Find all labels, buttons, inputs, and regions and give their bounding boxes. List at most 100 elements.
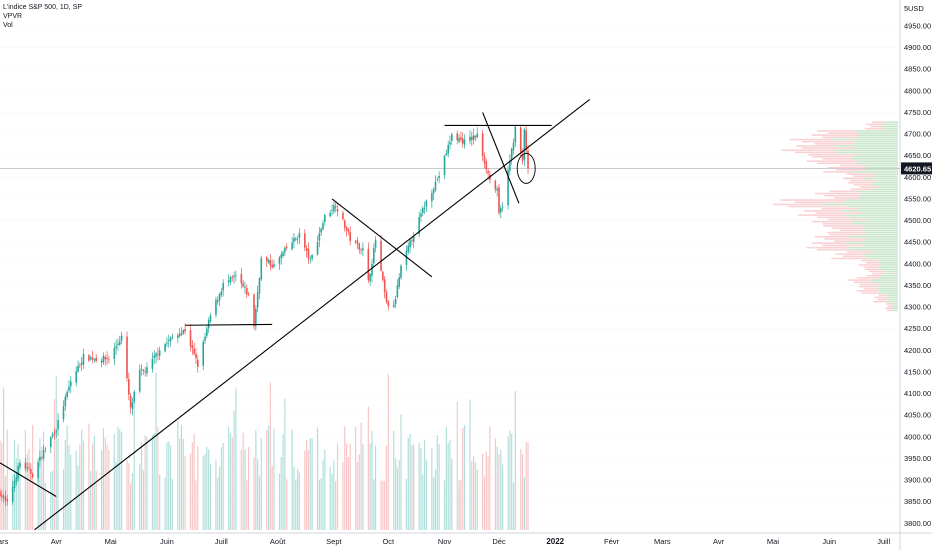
vpvr-bar-down [853, 184, 872, 186]
vpvr-bar-up [855, 130, 898, 132]
candle-body [191, 345, 194, 349]
vpvr-bar-down [824, 238, 865, 240]
vpvr-bar-down [864, 127, 884, 130]
volume-bar [131, 472, 134, 530]
candle-body [207, 320, 210, 329]
x-tick-label: Juin [160, 537, 174, 546]
candle-body [380, 240, 382, 271]
vpvr-bar-up [871, 279, 898, 281]
candle-body [215, 300, 217, 315]
volume-bar [445, 426, 447, 530]
vpvr-bar-up [836, 149, 898, 152]
volume-bar [229, 432, 232, 530]
vpvr-bar-down [846, 173, 875, 175]
vpvr-bar-up [874, 173, 898, 175]
candle-body [438, 175, 440, 179]
volume-bar [202, 456, 204, 530]
vpvr-bar-down [850, 188, 874, 191]
volume-bar [418, 443, 420, 530]
legend-vol[interactable]: Vol [3, 22, 13, 29]
last-price-badge [901, 162, 932, 175]
candle-body [423, 207, 426, 209]
x-tick-label: Mai [767, 537, 779, 546]
volume-bar [235, 388, 237, 530]
vpvr-bar-down [823, 171, 853, 173]
y-tick-label: 4450.00 [904, 238, 931, 247]
volume-bar [451, 459, 453, 530]
volume-bar [113, 433, 115, 530]
vpvr-bar-up [845, 214, 898, 216]
candle-body [100, 360, 103, 363]
volume-bar [75, 450, 77, 530]
candle-body [77, 365, 79, 372]
volume-bar [311, 438, 313, 530]
vpvr-bar-down [811, 242, 846, 245]
candle-body [267, 260, 270, 263]
candle-body [235, 275, 237, 277]
vpvr-bar-up [876, 179, 898, 182]
volume-bar [26, 453, 28, 530]
y-tick-label: 4950.00 [904, 21, 931, 30]
volume-bar [44, 482, 46, 530]
candle-body [425, 200, 428, 207]
candle-body [138, 370, 141, 392]
volume-bar [433, 477, 435, 530]
vpvr-bar-up [835, 151, 898, 154]
candle-body [209, 315, 212, 322]
candle-body [166, 342, 168, 344]
legend-symbol[interactable]: L'indice S&P 500, 1D, SP [3, 4, 83, 11]
candle-body [284, 247, 286, 253]
candle-body [102, 355, 105, 363]
candle-body [367, 248, 370, 280]
vpvr-bar-up [858, 194, 898, 197]
vpvr-bar-down [814, 143, 854, 145]
vpvr-bar-down [863, 287, 878, 290]
time-axis[interactable]: Mars Avr Mai Juin Juill Août Sept Oct Nov Déc 2022… [0, 537, 890, 546]
vpvr-bar-up [879, 290, 898, 292]
trendlines [0, 99, 591, 531]
vpvr-bar-up [862, 164, 898, 167]
last-price-label: 4620.65 [904, 164, 931, 173]
volume-bar [420, 448, 422, 530]
legend-vpvr[interactable]: VPVR [3, 13, 23, 20]
candle-body [118, 341, 121, 345]
vpvr-bar-down [803, 210, 841, 212]
volume-bar [208, 449, 210, 530]
candle-body [358, 243, 361, 250]
candle-body [95, 357, 97, 362]
volume-bar [102, 428, 105, 530]
vpvr-bar-up [890, 307, 898, 309]
vpvr-bar-up [878, 292, 898, 294]
vpvr-bar-down [840, 164, 863, 167]
candle-body [167, 340, 170, 342]
candle-body [42, 450, 45, 459]
candle-body [126, 336, 128, 379]
vpvr-bar-up [874, 175, 898, 178]
volume-bar [384, 480, 386, 530]
volume-bar [41, 446, 43, 530]
candle-body [256, 292, 259, 308]
candle-body [372, 247, 375, 264]
vpvr-bar-up [845, 199, 898, 201]
vpvr-bar-down [789, 138, 833, 141]
candle-body [120, 335, 123, 341]
x-tick-label: Mars [0, 537, 9, 546]
candles [0, 124, 529, 506]
volume-bar [52, 470, 54, 530]
candle-body [13, 480, 16, 488]
vpvr-bar-down [827, 231, 867, 234]
volume-bar [220, 447, 222, 530]
candle-body [153, 355, 156, 358]
volume-bar [521, 454, 524, 530]
x-tick-label: Août [270, 537, 286, 546]
price-axis[interactable]: 3800.00 3850.00 3900.00 3950.00 4000.00 4050.… [901, 4, 932, 528]
candle-body [253, 294, 255, 327]
volume-bar [182, 438, 184, 530]
candle-body [343, 220, 346, 228]
vpvr-bar-up [855, 132, 898, 134]
vpvr-bar-up [857, 136, 898, 139]
candle-body [244, 287, 246, 289]
candle-body [178, 334, 181, 337]
